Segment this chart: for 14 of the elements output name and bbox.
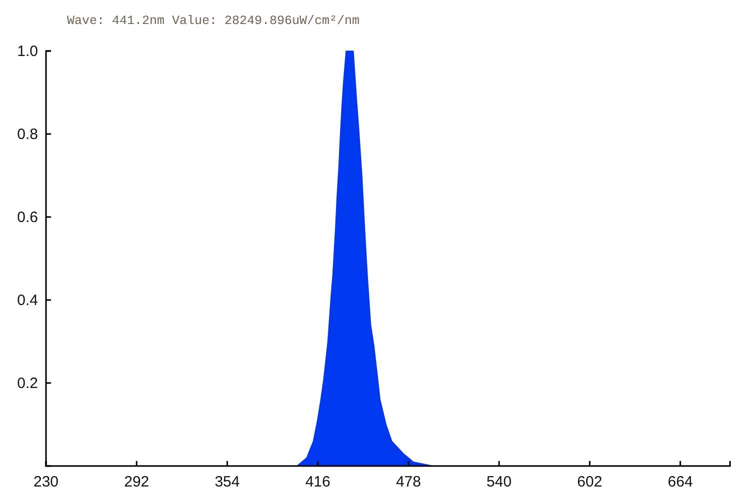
x-tick-label: 416 — [305, 474, 330, 491]
x-tick-label: 540 — [486, 474, 512, 491]
y-tick-label: 1.0 — [17, 42, 38, 60]
x-tick-label: 292 — [124, 474, 150, 491]
y-tick-label: 0.8 — [17, 126, 38, 143]
x-tick-label: 230 — [33, 474, 59, 491]
x-tick-label: 354 — [214, 474, 240, 491]
x-tick-label: 602 — [577, 474, 602, 491]
x-tick-label: 478 — [396, 474, 421, 491]
y-tick-label: 0.2 — [17, 374, 38, 392]
y-tick-label: 0.4 — [17, 292, 38, 309]
chart-title: Wave: 441.2nm Value: 28249.896uW/cm²/nm — [67, 14, 360, 28]
x-tick-label: 664 — [668, 474, 693, 491]
y-tick-label: 0.6 — [17, 208, 38, 226]
